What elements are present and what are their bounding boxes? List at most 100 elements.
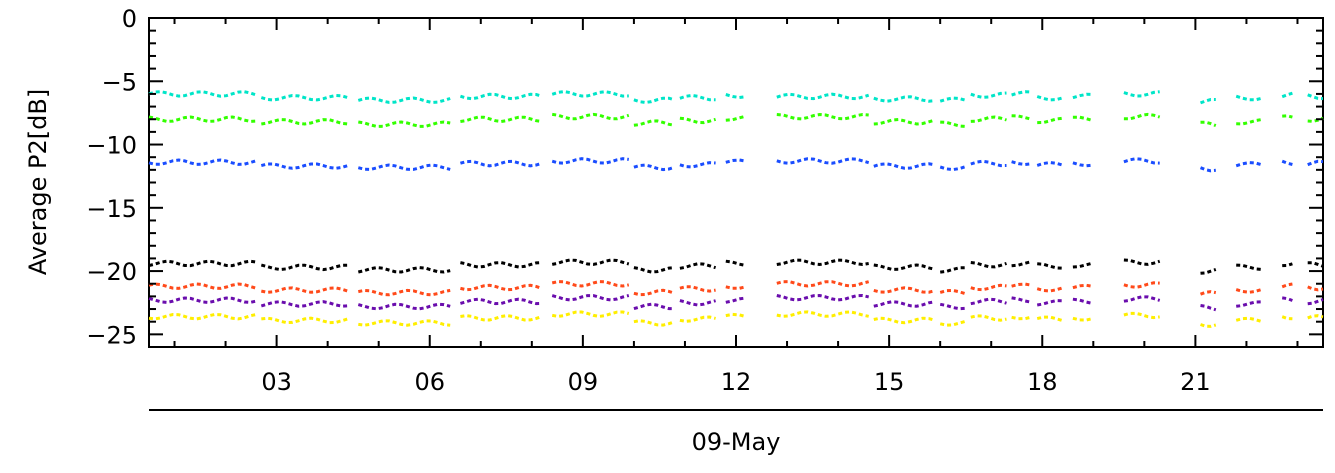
- data-segment: [725, 158, 747, 164]
- data-segment: [776, 258, 869, 267]
- data-segment: [1036, 95, 1064, 102]
- data-segment: [148, 296, 257, 304]
- data-segment: [1011, 114, 1033, 121]
- series-5: [148, 293, 1324, 312]
- data-segment: [260, 162, 349, 170]
- data-segment: [551, 310, 630, 318]
- data-segment: [725, 259, 747, 268]
- data-segment: [460, 115, 543, 124]
- data-segment: [148, 282, 257, 290]
- data-segment: [148, 312, 257, 321]
- data-segment: [1072, 92, 1094, 100]
- data-segment: [873, 286, 936, 294]
- data-segment: [1281, 159, 1293, 166]
- data-segment: [1011, 160, 1033, 167]
- data-segment: [1123, 295, 1161, 303]
- data-segment: [970, 283, 1007, 292]
- data-segment: [1123, 112, 1161, 121]
- data-segment: [1011, 296, 1033, 304]
- data-segment: [873, 117, 936, 126]
- x-tick-label: 12: [721, 368, 752, 396]
- x-tick-label: 09: [568, 368, 599, 396]
- x-tick-label: 15: [874, 368, 905, 396]
- data-segment: [633, 266, 675, 274]
- data-segment: [873, 263, 936, 271]
- data-segment: [1307, 93, 1324, 101]
- data-segment: [970, 261, 1007, 269]
- data-segment: [551, 112, 630, 121]
- data-segment: [873, 95, 936, 103]
- data-segment: [939, 96, 967, 103]
- data-segment: [1307, 285, 1324, 292]
- data-segment: [1072, 161, 1094, 168]
- data-segment: [1200, 267, 1217, 275]
- data-segment: [679, 299, 716, 307]
- data-segment: [970, 297, 1007, 306]
- data-segment: [1011, 282, 1033, 288]
- data-segment: [1123, 311, 1160, 320]
- data-segment: [1236, 263, 1262, 271]
- data-segment: [148, 90, 257, 98]
- data-segment: [460, 297, 543, 306]
- data-segment: [357, 266, 451, 274]
- data-segment: [1072, 283, 1094, 290]
- data-segment: [1282, 262, 1293, 268]
- data-segment: [1281, 296, 1293, 302]
- y-tick-label: −25: [86, 321, 137, 349]
- data-segment: [148, 115, 257, 123]
- data-segment: [1236, 300, 1262, 308]
- data-segment: [1281, 315, 1293, 321]
- data-segment: [260, 300, 349, 308]
- data-segment: [1072, 297, 1094, 306]
- data-segment: [1036, 160, 1064, 167]
- data-segment: [1072, 115, 1094, 123]
- data-segment: [679, 262, 717, 270]
- data-segment: [939, 302, 966, 311]
- data-segment: [551, 157, 629, 165]
- y-tick-label: −5: [102, 68, 137, 96]
- data-segment: [725, 285, 747, 290]
- data-segment: [633, 163, 676, 172]
- series-1: [148, 112, 1324, 128]
- data-segment: [1235, 316, 1263, 324]
- data-segment: [1036, 315, 1064, 323]
- x-axis-title: 09-May: [692, 428, 781, 456]
- data-segment: [970, 159, 1007, 168]
- x-tick-label: 18: [1027, 368, 1058, 396]
- data-segment: [551, 90, 629, 98]
- data-segment: [260, 93, 349, 102]
- data-segment: [1199, 166, 1216, 173]
- data-segment: [551, 258, 630, 266]
- data-segment: [1307, 116, 1324, 123]
- data-segment: [939, 288, 967, 296]
- data-segment: [1037, 116, 1063, 125]
- data-segment: [1199, 290, 1217, 296]
- data-segment: [1282, 114, 1293, 119]
- data-segment: [970, 314, 1007, 322]
- data-segment: [1037, 262, 1063, 270]
- data-segment: [551, 280, 630, 288]
- y-axis-title: Average P2[dB]: [24, 89, 52, 275]
- data-segment: [1123, 258, 1161, 266]
- data-segment: [1123, 281, 1160, 289]
- data-segment: [776, 310, 869, 318]
- data-segment: [358, 319, 451, 327]
- data-segment: [357, 96, 451, 104]
- data-segment: [1307, 314, 1324, 320]
- y-tick-label: 0: [122, 5, 137, 33]
- series-2: [148, 157, 1324, 173]
- data-segment: [873, 316, 936, 325]
- data-segment: [633, 319, 676, 327]
- data-segment: [633, 302, 675, 311]
- data-segment: [940, 266, 966, 274]
- series-0: [148, 90, 1324, 105]
- data-segment: [1307, 159, 1324, 167]
- data-segment: [1200, 304, 1217, 312]
- data-segment: [1199, 98, 1216, 105]
- axis-ticks: [149, 17, 1323, 348]
- data-segment: [261, 286, 349, 294]
- data-segment: [633, 288, 676, 297]
- data-segment: [1072, 261, 1094, 269]
- data-segment: [261, 316, 349, 325]
